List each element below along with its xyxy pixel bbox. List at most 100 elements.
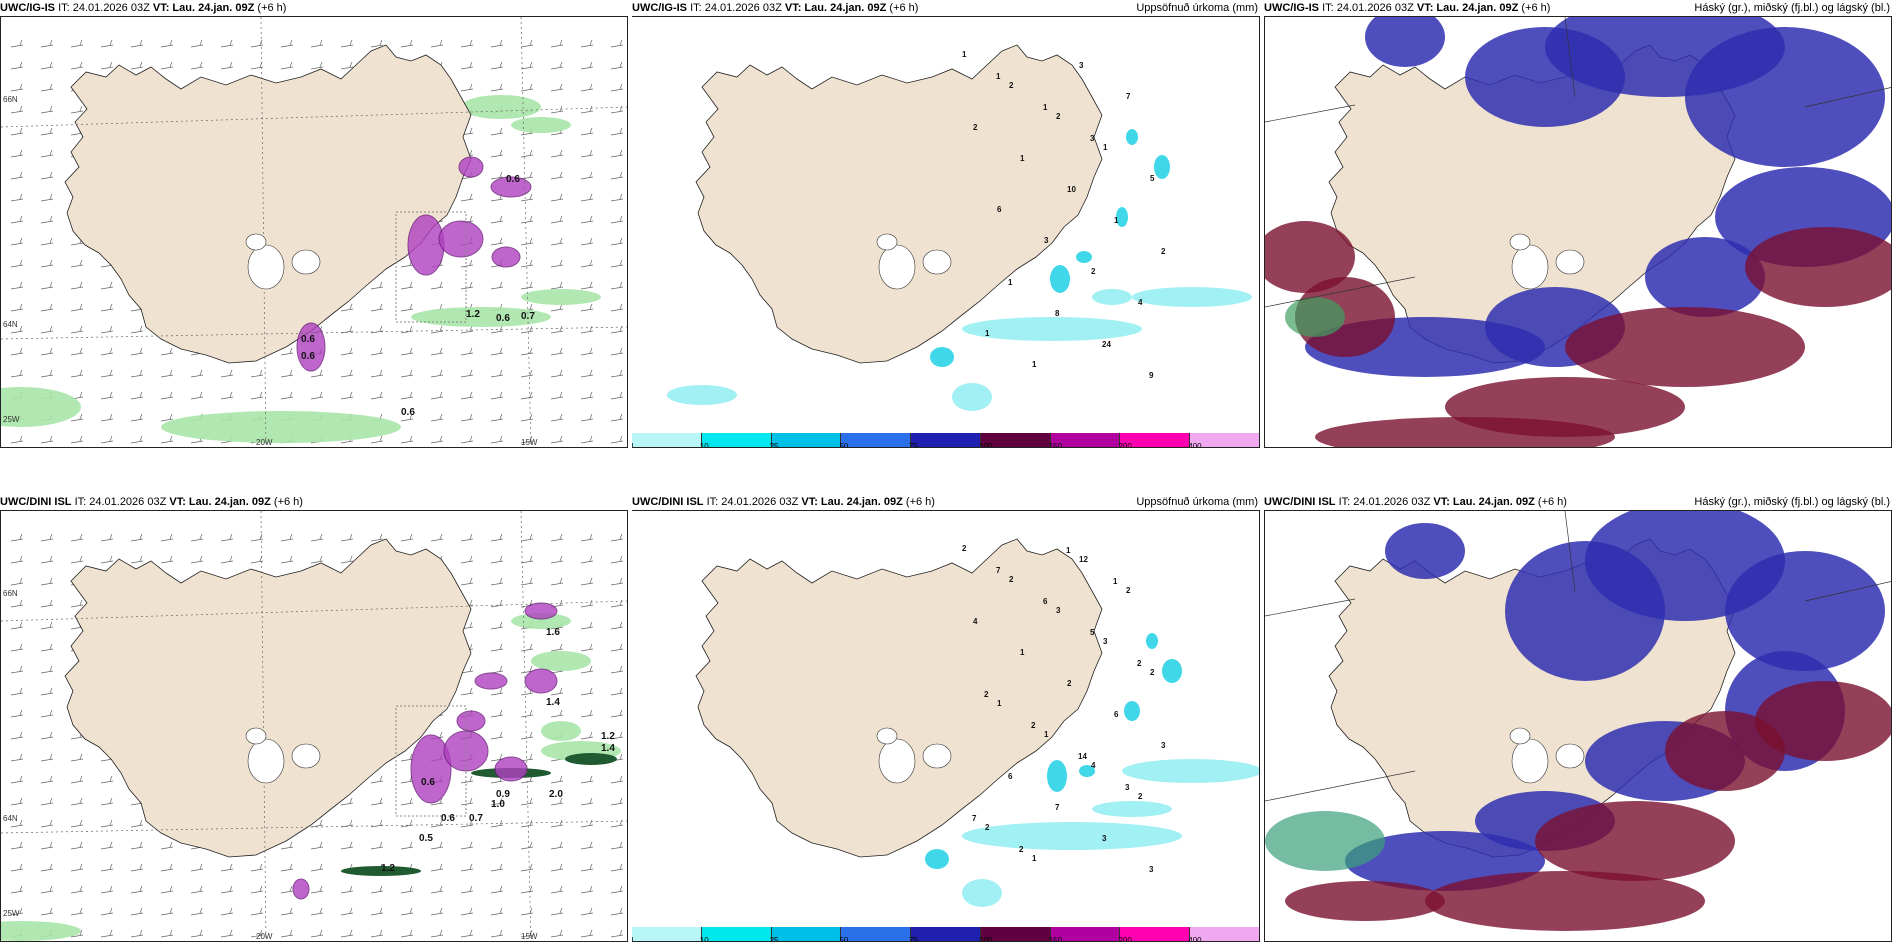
glacier-area [1511,738,1549,784]
colorbar-tick: 50 [839,442,849,448]
init-time: IT: 24.01.2026 03Z [74,496,167,508]
colorbar: 1 10 25 50 75 100 150 200 400 [632,927,1259,942]
wind-barb [310,819,324,828]
wind-barb [580,907,594,916]
precip-value-label: 2 [962,544,967,553]
wind-barb [40,599,54,608]
wind-barb [550,885,564,894]
precip-value-label: 4 [1138,298,1143,307]
wind-barb [10,347,24,356]
precip-area [511,613,571,629]
wind-barb [550,413,564,422]
precip-value-label: 3 [1079,61,1084,70]
wind-barb [580,149,594,158]
wind-barb [10,731,24,740]
wind-barb [100,325,114,334]
wind-barb [520,841,534,850]
precip-value-label: 9 [1149,371,1154,380]
wind-barb [400,325,414,334]
wind-barb [520,171,534,180]
precip-value-label: 2 [973,123,978,132]
precip-value-label: 1 [1032,360,1037,369]
wind-barb [40,907,54,916]
precip-core [292,878,310,900]
wind-barb [10,819,24,828]
wind-barb [280,555,294,564]
precip-core [491,246,521,268]
wind-barb [340,347,354,356]
wind-barb [340,929,354,938]
wind-barb [100,61,114,70]
wind-barb [40,303,54,312]
wind-barb [430,533,444,542]
wind-value-label: 0.7 [469,813,483,824]
wind-barb [490,435,504,444]
precip-area [1,387,81,427]
wind-barb [280,391,294,400]
wind-barb [280,39,294,48]
wind-barb [250,391,264,400]
precip-area [541,721,581,741]
wind-barb [550,215,564,224]
wind-barb [400,841,414,850]
wind-barb [490,39,504,48]
wind-barb [220,369,234,378]
precip-area [962,317,1142,341]
wind-barb [520,533,534,542]
precip-value-label: 8 [1055,309,1060,318]
wind-barb [340,885,354,894]
wind-barb [460,775,474,784]
colorbar-cell: 10 [700,433,772,447]
wind-barb [100,303,114,312]
lat-tick-66N: 66N [3,95,18,104]
wind-barb [160,369,174,378]
colorbar-cell: 150 [1049,927,1121,941]
wind-barb [580,325,594,334]
wind-barb [460,885,474,894]
wind-barb [160,885,174,894]
wind-barb [40,435,54,444]
wind-barb [490,149,504,158]
wind-barb [250,863,264,872]
wind-barb [310,929,324,938]
cloud-title: Háský (gr.), miðský (fj.bl.) og lágský (… [1694,496,1890,508]
init-time: IT: 24.01.2026 03Z [706,496,799,508]
colorbar-cell: 25 [770,927,842,941]
wind-value-label: 0.5 [419,833,433,844]
wind-barb [550,841,564,850]
precip-value-label: 6 [997,205,1002,214]
longitude-line [260,17,267,447]
wind-barb [40,885,54,894]
wind-barb [520,731,534,740]
precip-core [410,734,452,804]
precip-value-label: 6 [1043,597,1048,606]
wind-barb [490,731,504,740]
panel-top-precip: UWC/IG-IS IT: 24.01.2026 03Z VT: Lau. 24… [632,0,1260,448]
precip-value-label: 2 [985,823,990,832]
wind-barb [10,237,24,246]
wind-value-label: 2.0 [549,789,563,800]
wind-barb [190,391,204,400]
wind-barb [10,369,24,378]
wind-barb [550,83,564,92]
colorbar-cell: 75 [909,927,981,941]
wind-barb [10,61,24,70]
wind-barb [70,39,84,48]
panel-bottom-clouds: UWC/DINI ISL IT: 24.01.2026 03Z VT: Lau.… [1264,494,1892,942]
lowcloud-area [1535,801,1735,881]
colorbar-tick: 400 [1188,936,1202,942]
wind-barb [430,39,444,48]
map-plot: 66N 64N 25W 20W 15W 0.6 0.6 0.7 0.6 1.2 0.6 0.6 [0,16,628,448]
midcloud-area [1365,17,1445,67]
wind-barb [520,61,534,70]
colorbar-cell: 1 [632,433,702,447]
boundary-line [1804,87,1891,108]
wind-barb [610,665,624,674]
wind-barb [10,171,24,180]
precip-value-label: 3 [1103,637,1108,646]
lat-tick-66N: 66N [3,589,18,598]
wind-barb [490,215,504,224]
precip-core [1079,765,1095,777]
panel-top-clouds: UWC/IG-IS IT: 24.01.2026 03Z VT: Lau. 24… [1264,0,1892,448]
